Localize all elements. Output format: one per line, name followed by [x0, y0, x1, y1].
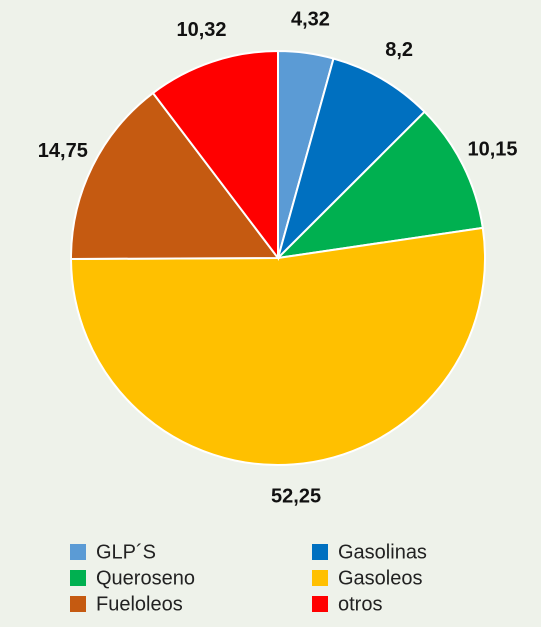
- data-label: 4,32: [291, 8, 330, 30]
- legend-label: Queroseno: [96, 567, 195, 589]
- data-label: 14,75: [38, 140, 88, 162]
- legend-label: otros: [338, 593, 382, 615]
- legend-label: Gasolinas: [338, 541, 427, 563]
- pie-slice: [276, 57, 426, 262]
- pie-slice: [151, 49, 279, 261]
- legend-label: GLP´S: [96, 541, 156, 563]
- legend-swatch: [312, 544, 328, 560]
- legend-swatch: [70, 544, 86, 560]
- data-label: 10,15: [467, 139, 517, 161]
- legend-swatch: [312, 596, 328, 612]
- pie-slice: [70, 91, 281, 260]
- pie-slice: [275, 110, 484, 260]
- legend-label: Fueloleos: [96, 593, 183, 615]
- legend-swatch: [70, 570, 86, 586]
- legend-swatch: [312, 570, 328, 586]
- legend-label: Gasoleos: [338, 567, 423, 589]
- data-label: 8,2: [385, 39, 413, 61]
- pie-slice: [69, 226, 486, 466]
- legend-swatch: [70, 596, 86, 612]
- data-label: 10,32: [177, 19, 227, 41]
- data-label: 52,25: [271, 486, 321, 508]
